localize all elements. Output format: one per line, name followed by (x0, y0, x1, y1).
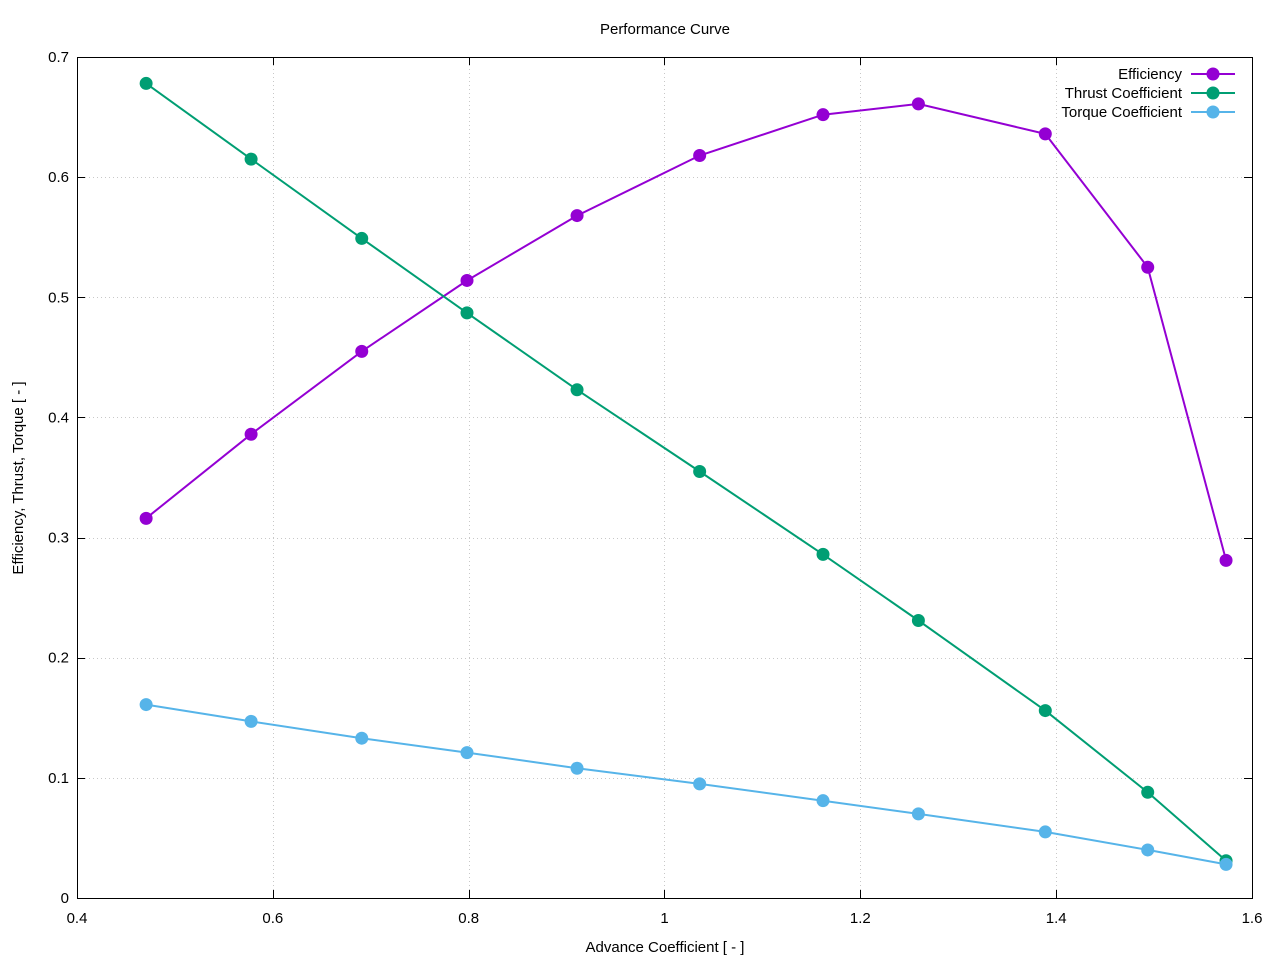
data-point (139, 511, 153, 525)
legend-label: Thrust Coefficient (1065, 85, 1183, 102)
y-tick-label: 0.4 (48, 409, 69, 426)
y-tick-label: 0.6 (48, 169, 69, 186)
data-point (693, 149, 707, 163)
x-axis-title: Advance Coefficient [ - ] (586, 939, 745, 956)
data-point (244, 427, 258, 441)
x-tick-label: 1.2 (850, 910, 871, 927)
series-1 (139, 97, 1233, 567)
y-tick-label: 0.1 (48, 770, 69, 787)
x-tick-label: 0.6 (262, 910, 283, 927)
y-tick-label: 0.7 (48, 49, 69, 66)
data-point (911, 807, 925, 821)
data-point (570, 383, 584, 397)
data-point (460, 306, 474, 320)
x-tick-label: 1.4 (1046, 910, 1067, 927)
x-tick-label: 1.6 (1242, 910, 1263, 927)
y-axis-title: Efficiency, Thrust, Torque [ - ] (10, 381, 27, 574)
data-point (816, 547, 830, 561)
series-2 (139, 76, 1233, 868)
data-point (460, 273, 474, 287)
y-tick-label: 0 (61, 890, 69, 907)
y-tick-label: 0.5 (48, 289, 69, 306)
series-line (145, 82, 1227, 862)
data-point (911, 613, 925, 627)
data-point (1038, 704, 1052, 718)
data-point (1141, 260, 1155, 274)
legend-item: Torque Coefficient (1061, 104, 1235, 121)
data-point (693, 777, 707, 791)
data-point (355, 231, 369, 245)
legend-item: Efficiency (1118, 66, 1235, 83)
data-point (1038, 825, 1052, 839)
data-point (1141, 843, 1155, 857)
data-point (1141, 785, 1155, 799)
data-point (460, 746, 474, 760)
data-point (570, 761, 584, 775)
axis-ticks: 0.4 0.6 0.8 1 1.2 1.4 1.6 0 0.1 0.2 0.3 0.4 0.5 0.6 0.… (48, 49, 1262, 927)
series-3 (139, 698, 1233, 871)
series-layer (139, 76, 1233, 871)
data-point (355, 344, 369, 358)
data-point (139, 76, 153, 90)
series-line (145, 703, 1227, 866)
legend: Efficiency Thrust Coefficient Torque Coeff… (1061, 66, 1235, 121)
legend-marker-swatch (1206, 86, 1220, 100)
grid-lines (77, 57, 1252, 898)
data-point (693, 464, 707, 478)
data-point (355, 731, 369, 745)
legend-marker-swatch (1206, 67, 1220, 81)
legend-label: Torque Coefficient (1061, 104, 1182, 121)
legend-label: Efficiency (1118, 66, 1182, 83)
y-tick-label: 0.2 (48, 650, 69, 667)
x-tick-label: 0.4 (67, 910, 88, 927)
data-point (244, 714, 258, 728)
legend-marker-swatch (1206, 105, 1220, 119)
legend-item: Thrust Coefficient (1065, 85, 1235, 102)
data-point (139, 698, 153, 712)
series-line (145, 102, 1228, 561)
data-point (816, 794, 830, 808)
data-point (570, 209, 584, 223)
chart-title: Performance Curve (600, 21, 730, 38)
y-tick-label: 0.3 (48, 530, 69, 547)
data-point (1038, 127, 1052, 141)
data-point (911, 97, 925, 111)
data-point (244, 152, 258, 166)
x-tick-label: 0.8 (458, 910, 479, 927)
x-tick-label: 1 (660, 910, 668, 927)
data-point (816, 108, 830, 122)
data-point (1219, 857, 1233, 871)
data-point (1219, 553, 1233, 567)
